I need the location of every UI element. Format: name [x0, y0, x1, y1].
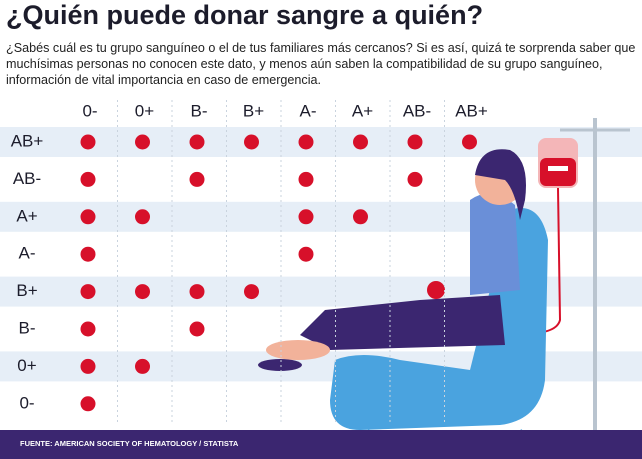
row-label: B+ [16, 281, 37, 300]
compat-dot [189, 284, 205, 300]
row-band [0, 201, 642, 232]
compat-dot [407, 171, 423, 187]
compat-dot [353, 134, 368, 150]
row-label: AB+ [11, 131, 44, 150]
compat-dot [244, 134, 259, 150]
column-label: A- [300, 101, 317, 120]
compat-dot [135, 209, 150, 225]
compat-dot [135, 284, 150, 300]
compat-dot [80, 134, 96, 150]
intro: ¿Sabés cuál es tu grupo sanguíneo o el d… [6, 41, 636, 87]
column-label: A+ [352, 101, 373, 120]
compat-dot [135, 134, 150, 150]
row-label: A+ [16, 206, 37, 225]
compat-dot [189, 171, 205, 187]
row-label: AB- [13, 169, 41, 188]
compat-dot [462, 134, 477, 150]
compat-dot [298, 171, 314, 187]
column-label: B- [191, 101, 208, 120]
compat-dot [244, 284, 259, 300]
row-label: B- [19, 318, 36, 337]
compat-dot [80, 396, 96, 412]
compat-dot [353, 209, 368, 225]
compat-dot [298, 209, 314, 225]
title: ¿Quién puede donar sangre a quién? [6, 0, 484, 30]
row-label: 0+ [17, 356, 36, 375]
compat-dot [80, 321, 96, 337]
row-label: 0- [19, 393, 34, 412]
compat-dot [80, 284, 96, 300]
row-band [0, 127, 642, 157]
column-label: AB- [403, 101, 431, 120]
column-label: B+ [243, 101, 264, 120]
source: FUENTE: AMERICAN SOCIETY OF HEMATOLOGY /… [20, 439, 239, 448]
compat-dot [298, 246, 314, 262]
column-label: AB+ [455, 101, 488, 120]
compat-dot [80, 246, 96, 262]
compat-dot [80, 171, 96, 187]
compat-dot [407, 134, 423, 150]
column-label: 0- [82, 101, 97, 120]
compat-dot [189, 321, 205, 337]
illustration [258, 118, 630, 456]
footer-band [0, 430, 642, 459]
column-label: 0+ [135, 101, 154, 120]
compat-dot [298, 134, 314, 150]
compat-dot [189, 134, 205, 150]
compat-dot [80, 358, 96, 374]
compat-dot [80, 209, 96, 225]
compat-dot [135, 358, 150, 374]
grid: 0- 0+ B- B+ A- A+ AB- AB+ AB+ AB- A+ A- B+ B- 0+ 0- [11, 100, 488, 425]
row-label: A- [19, 244, 36, 263]
